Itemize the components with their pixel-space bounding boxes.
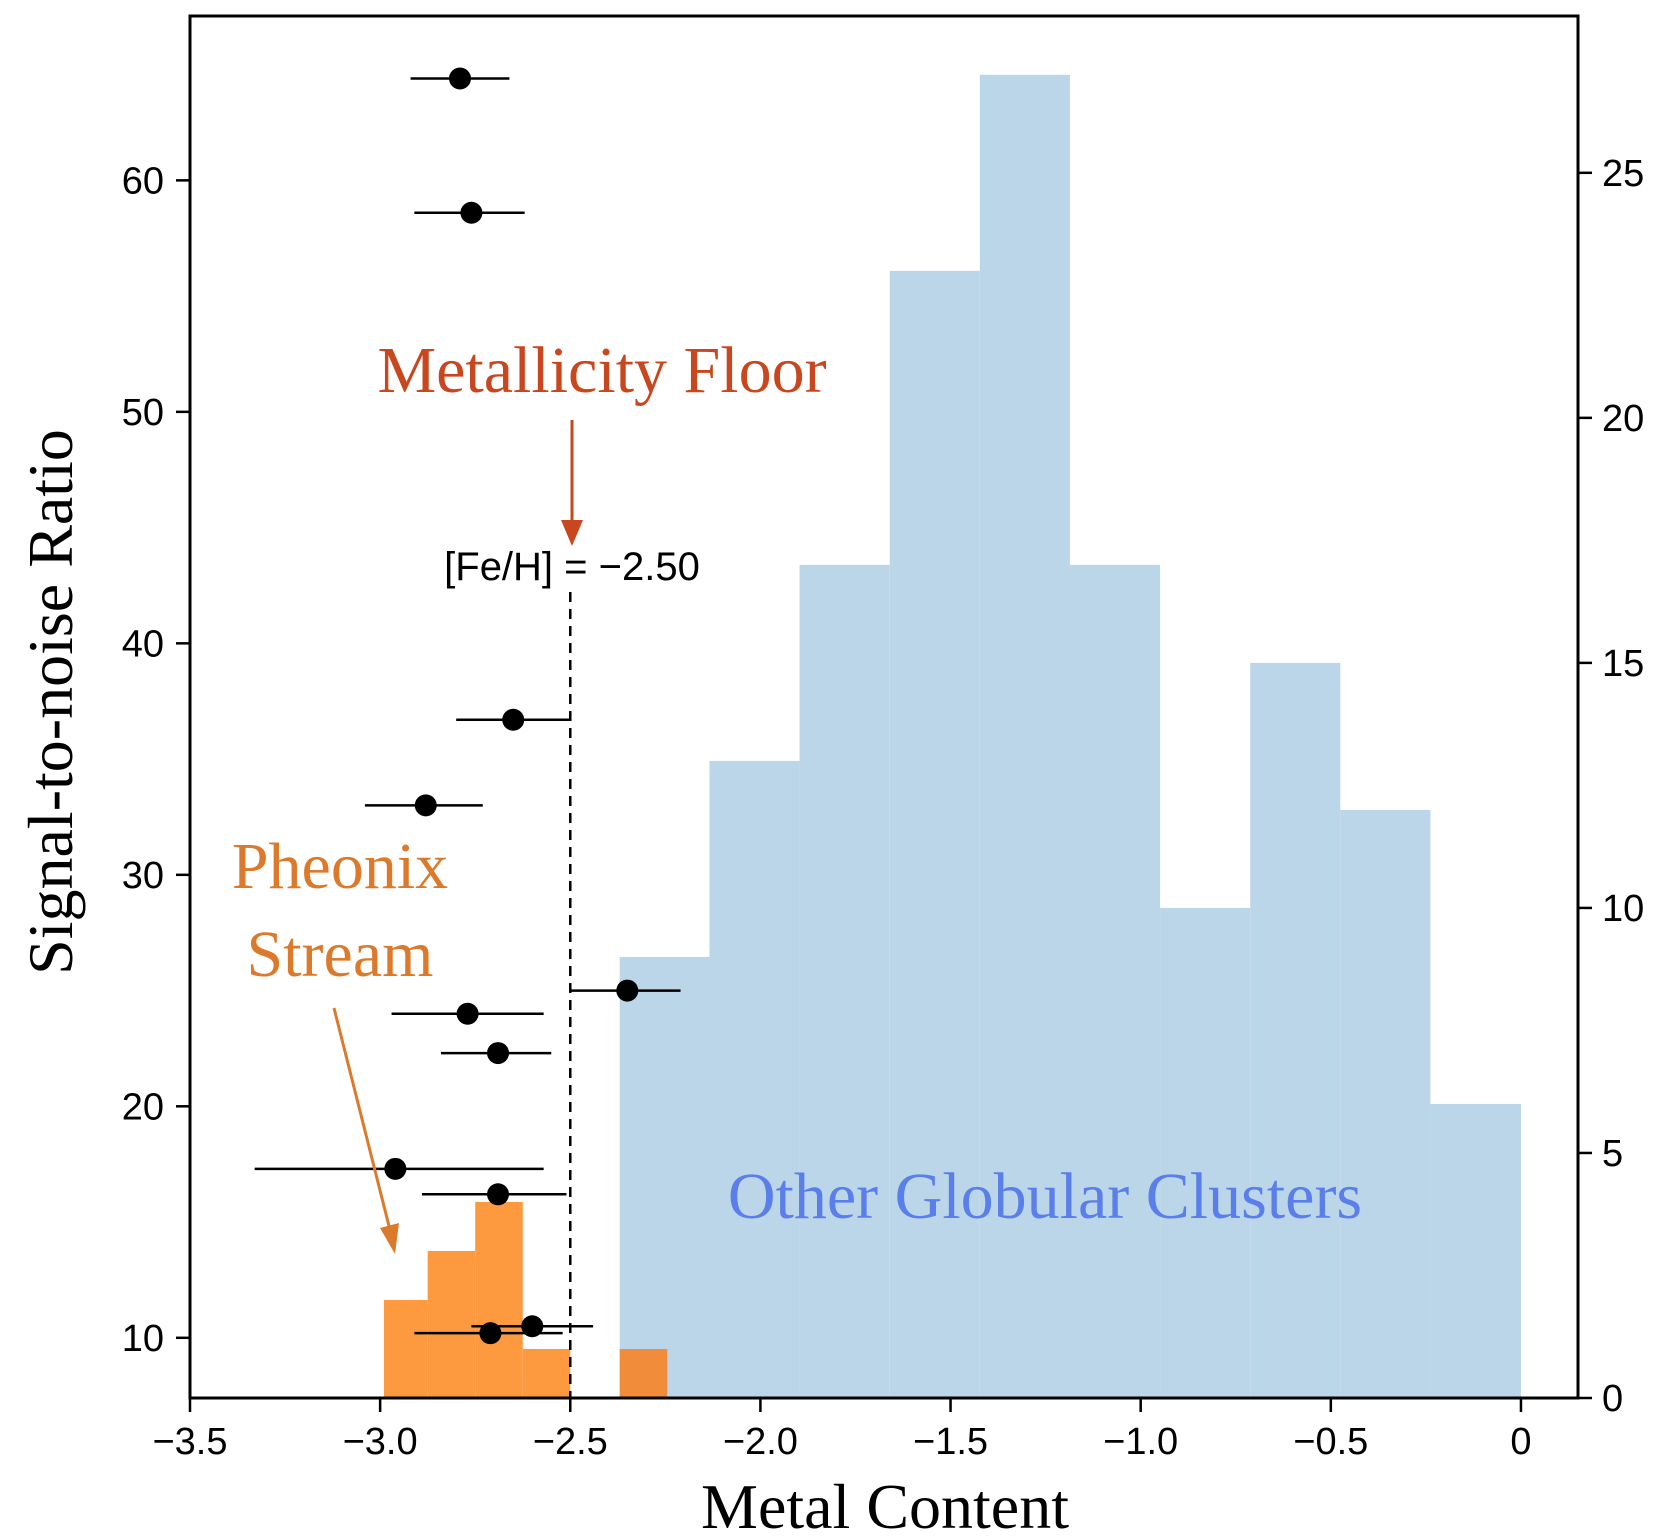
other-clusters-annotation: Other Globular Clusters bbox=[728, 1160, 1362, 1233]
pheonix-stream-annotation-line2: Stream bbox=[247, 918, 434, 991]
other-clusters-histogram bbox=[619, 74, 1521, 1399]
other-hist-bar-4 bbox=[979, 74, 1070, 1399]
pheonix-stream-arrow-head bbox=[380, 1223, 399, 1254]
x-tick-label-1: −3.0 bbox=[343, 1421, 418, 1463]
y-tick-label-3: 40 bbox=[122, 623, 164, 665]
y-tick-label-0: 10 bbox=[122, 1318, 164, 1360]
y-axis-title: Signal-to-noise Ratio bbox=[15, 429, 86, 975]
y2-axis-ticks: 0 5 10 15 20 25 bbox=[1578, 153, 1644, 1420]
stream-hist-bar-2 bbox=[475, 1201, 523, 1398]
other-hist-bar-9 bbox=[1430, 1103, 1521, 1398]
metallicity-floor-arrow-head bbox=[561, 520, 583, 546]
other-hist-bar-6 bbox=[1160, 907, 1251, 1398]
y2-tick-label-0: 0 bbox=[1602, 1378, 1623, 1420]
metallicity-floor-annotation: Metallicity Floor bbox=[377, 334, 826, 407]
y2-tick-label-4: 20 bbox=[1602, 398, 1644, 440]
y-tick-label-2: 30 bbox=[122, 855, 164, 897]
data-point-7 bbox=[384, 1157, 407, 1180]
other-hist-bar-2 bbox=[799, 564, 890, 1398]
stream-hist-bar-4 bbox=[619, 1348, 668, 1398]
y2-tick-label-2: 10 bbox=[1602, 888, 1644, 930]
data-point-4 bbox=[616, 979, 639, 1002]
other-hist-bar-3 bbox=[889, 270, 980, 1398]
pheonix-stream-annotation-line1: Pheonix bbox=[232, 830, 448, 903]
x-tick-label-0: −3.5 bbox=[152, 1421, 227, 1463]
data-point-1 bbox=[460, 201, 483, 224]
scatter-points bbox=[254, 67, 681, 1345]
data-point-3 bbox=[414, 794, 437, 817]
data-point-5 bbox=[456, 1002, 479, 1025]
other-hist-bar-0 bbox=[619, 956, 710, 1398]
y-axis-ticks: 10 20 30 40 50 60 bbox=[122, 160, 190, 1360]
data-point-10 bbox=[479, 1322, 502, 1345]
x-tick-label-4: −1.5 bbox=[913, 1421, 988, 1463]
y2-tick-label-1: 5 bbox=[1602, 1133, 1623, 1175]
other-hist-bar-7 bbox=[1250, 662, 1341, 1398]
floor-value-label: [Fe/H] = −2.50 bbox=[444, 545, 700, 589]
y2-tick-label-3: 15 bbox=[1602, 643, 1644, 685]
x-tick-label-6: −0.5 bbox=[1293, 1421, 1368, 1463]
data-point-6 bbox=[487, 1042, 510, 1065]
pheonix-stream-histogram bbox=[383, 1201, 668, 1398]
data-point-8 bbox=[487, 1183, 510, 1206]
data-point-0 bbox=[448, 67, 471, 90]
x-tick-label-7: 0 bbox=[1510, 1421, 1531, 1463]
y2-tick-label-5: 25 bbox=[1602, 153, 1644, 195]
plot-frame bbox=[188, 14, 1580, 1400]
data-point-2 bbox=[502, 708, 525, 731]
x-axis-title: Metal Content bbox=[701, 1471, 1069, 1538]
other-hist-bar-5 bbox=[1069, 564, 1161, 1398]
x-tick-label-3: −2.0 bbox=[723, 1421, 798, 1463]
y-tick-label-1: 20 bbox=[122, 1086, 164, 1128]
y-tick-label-5: 60 bbox=[122, 160, 164, 202]
stream-hist-bar-3 bbox=[522, 1348, 571, 1398]
stream-hist-bar-0 bbox=[383, 1299, 428, 1398]
x-axis-ticks: −3.5 −3.0 −2.5 −2.0 −1.5 −1.0 −0.5 0 bbox=[152, 1398, 1532, 1463]
x-tick-label-2: −2.5 bbox=[533, 1421, 608, 1463]
pheonix-stream-arrow-shaft bbox=[332, 1007, 392, 1231]
y-tick-label-4: 50 bbox=[122, 392, 164, 434]
other-hist-bar-8 bbox=[1340, 809, 1431, 1398]
other-hist-bar-1 bbox=[709, 760, 800, 1398]
x-tick-label-5: −1.0 bbox=[1103, 1421, 1178, 1463]
data-point-9 bbox=[521, 1315, 544, 1338]
stream-hist-bar-1 bbox=[427, 1250, 476, 1398]
